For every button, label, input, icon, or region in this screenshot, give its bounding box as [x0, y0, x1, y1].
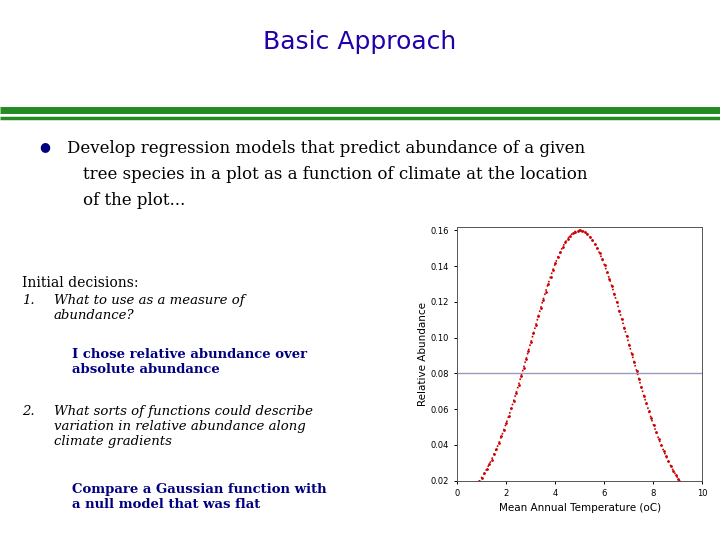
X-axis label: Mean Annual Temperature (oC): Mean Annual Temperature (oC) — [498, 503, 661, 514]
Y-axis label: Relative Abundance: Relative Abundance — [418, 302, 428, 406]
Text: 1.: 1. — [22, 294, 35, 307]
Text: What to use as a measure of
abundance?: What to use as a measure of abundance? — [54, 294, 245, 322]
Text: 2.: 2. — [22, 405, 35, 418]
Text: Develop regression models that predict abundance of a given: Develop regression models that predict a… — [67, 140, 585, 157]
Text: of the plot...: of the plot... — [83, 192, 185, 209]
Text: tree species in a plot as a function of climate at the location: tree species in a plot as a function of … — [83, 166, 588, 183]
Text: ●: ● — [40, 140, 50, 153]
Text: What sorts of functions could describe
variation in relative abundance along
cli: What sorts of functions could describe v… — [54, 405, 313, 448]
Text: Basic Approach: Basic Approach — [264, 30, 456, 53]
Text: Compare a Gaussian function with
a null model that was flat: Compare a Gaussian function with a null … — [72, 483, 327, 511]
Text: Initial decisions:: Initial decisions: — [22, 276, 138, 291]
Text: I chose relative abundance over
absolute abundance: I chose relative abundance over absolute… — [72, 348, 307, 376]
